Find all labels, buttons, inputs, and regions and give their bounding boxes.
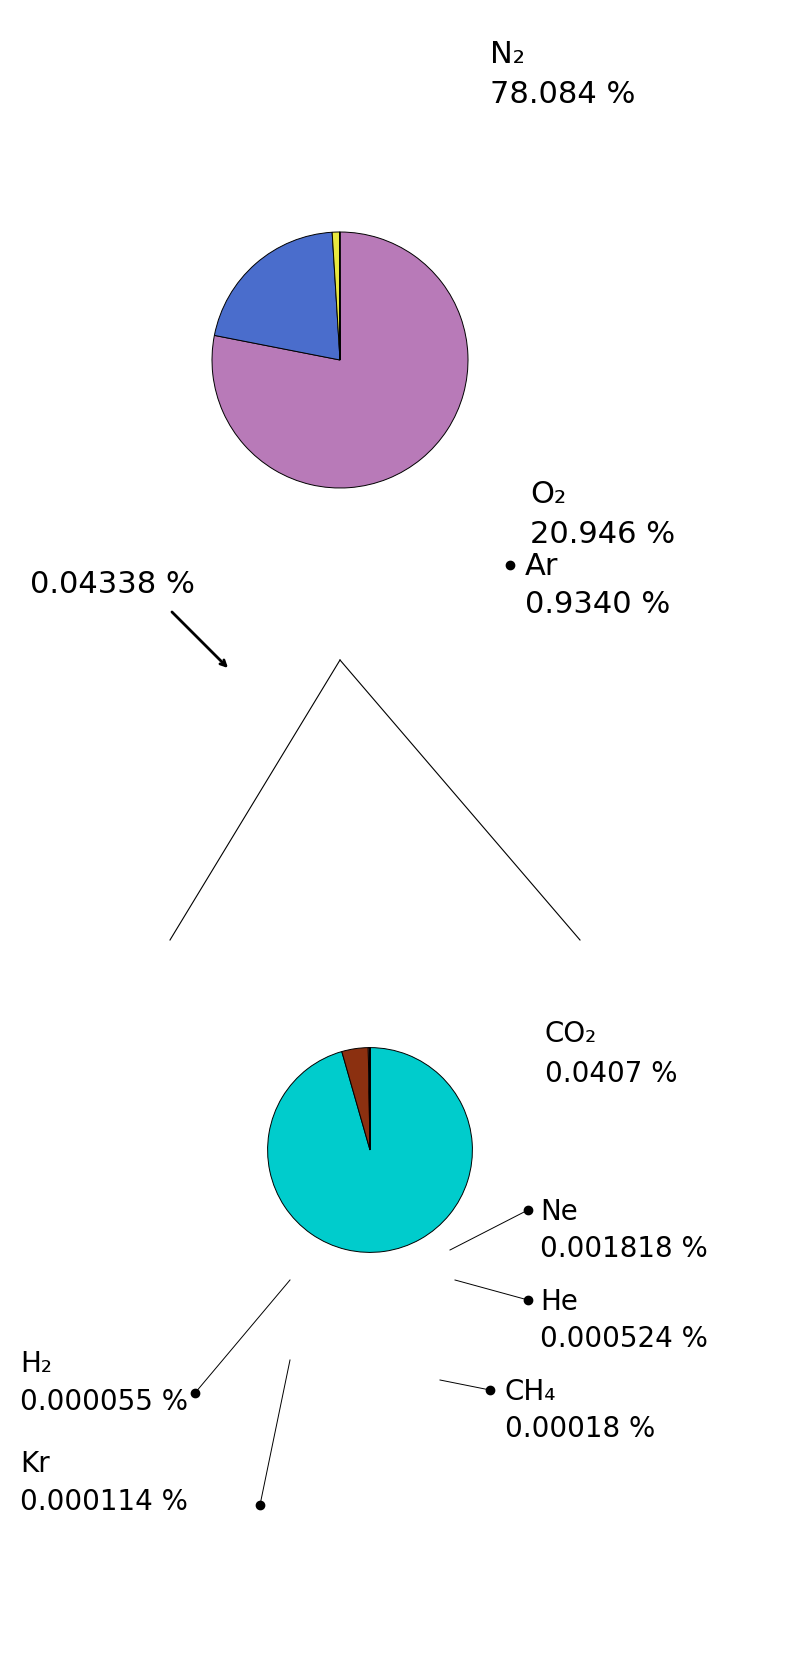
Text: O₂: O₂ xyxy=(530,480,566,508)
Wedge shape xyxy=(268,1047,472,1252)
Text: N₂: N₂ xyxy=(490,40,525,68)
Text: Ar: Ar xyxy=(525,552,558,582)
Wedge shape xyxy=(368,1047,370,1150)
Text: Ne: Ne xyxy=(540,1199,578,1225)
Text: 0.9340 %: 0.9340 % xyxy=(525,590,670,618)
Wedge shape xyxy=(332,232,340,360)
Text: CO₂: CO₂ xyxy=(545,1020,598,1049)
Wedge shape xyxy=(214,232,340,360)
Text: He: He xyxy=(540,1289,578,1315)
Text: CH₄: CH₄ xyxy=(505,1379,557,1405)
Text: H₂: H₂ xyxy=(20,1350,52,1379)
Text: 0.000114 %: 0.000114 % xyxy=(20,1489,188,1515)
Text: 20.946 %: 20.946 % xyxy=(530,520,675,548)
Text: 0.000055 %: 0.000055 % xyxy=(20,1389,188,1415)
Text: 0.04338 %: 0.04338 % xyxy=(30,570,195,598)
Text: 0.000524 %: 0.000524 % xyxy=(540,1325,708,1354)
Wedge shape xyxy=(212,232,468,488)
Text: 0.001818 %: 0.001818 % xyxy=(540,1235,708,1264)
Text: 0.0407 %: 0.0407 % xyxy=(545,1060,678,1089)
Wedge shape xyxy=(342,1047,370,1150)
Text: Kr: Kr xyxy=(20,1450,50,1479)
Text: 78.084 %: 78.084 % xyxy=(490,80,635,108)
Text: 0.00018 %: 0.00018 % xyxy=(505,1415,655,1444)
